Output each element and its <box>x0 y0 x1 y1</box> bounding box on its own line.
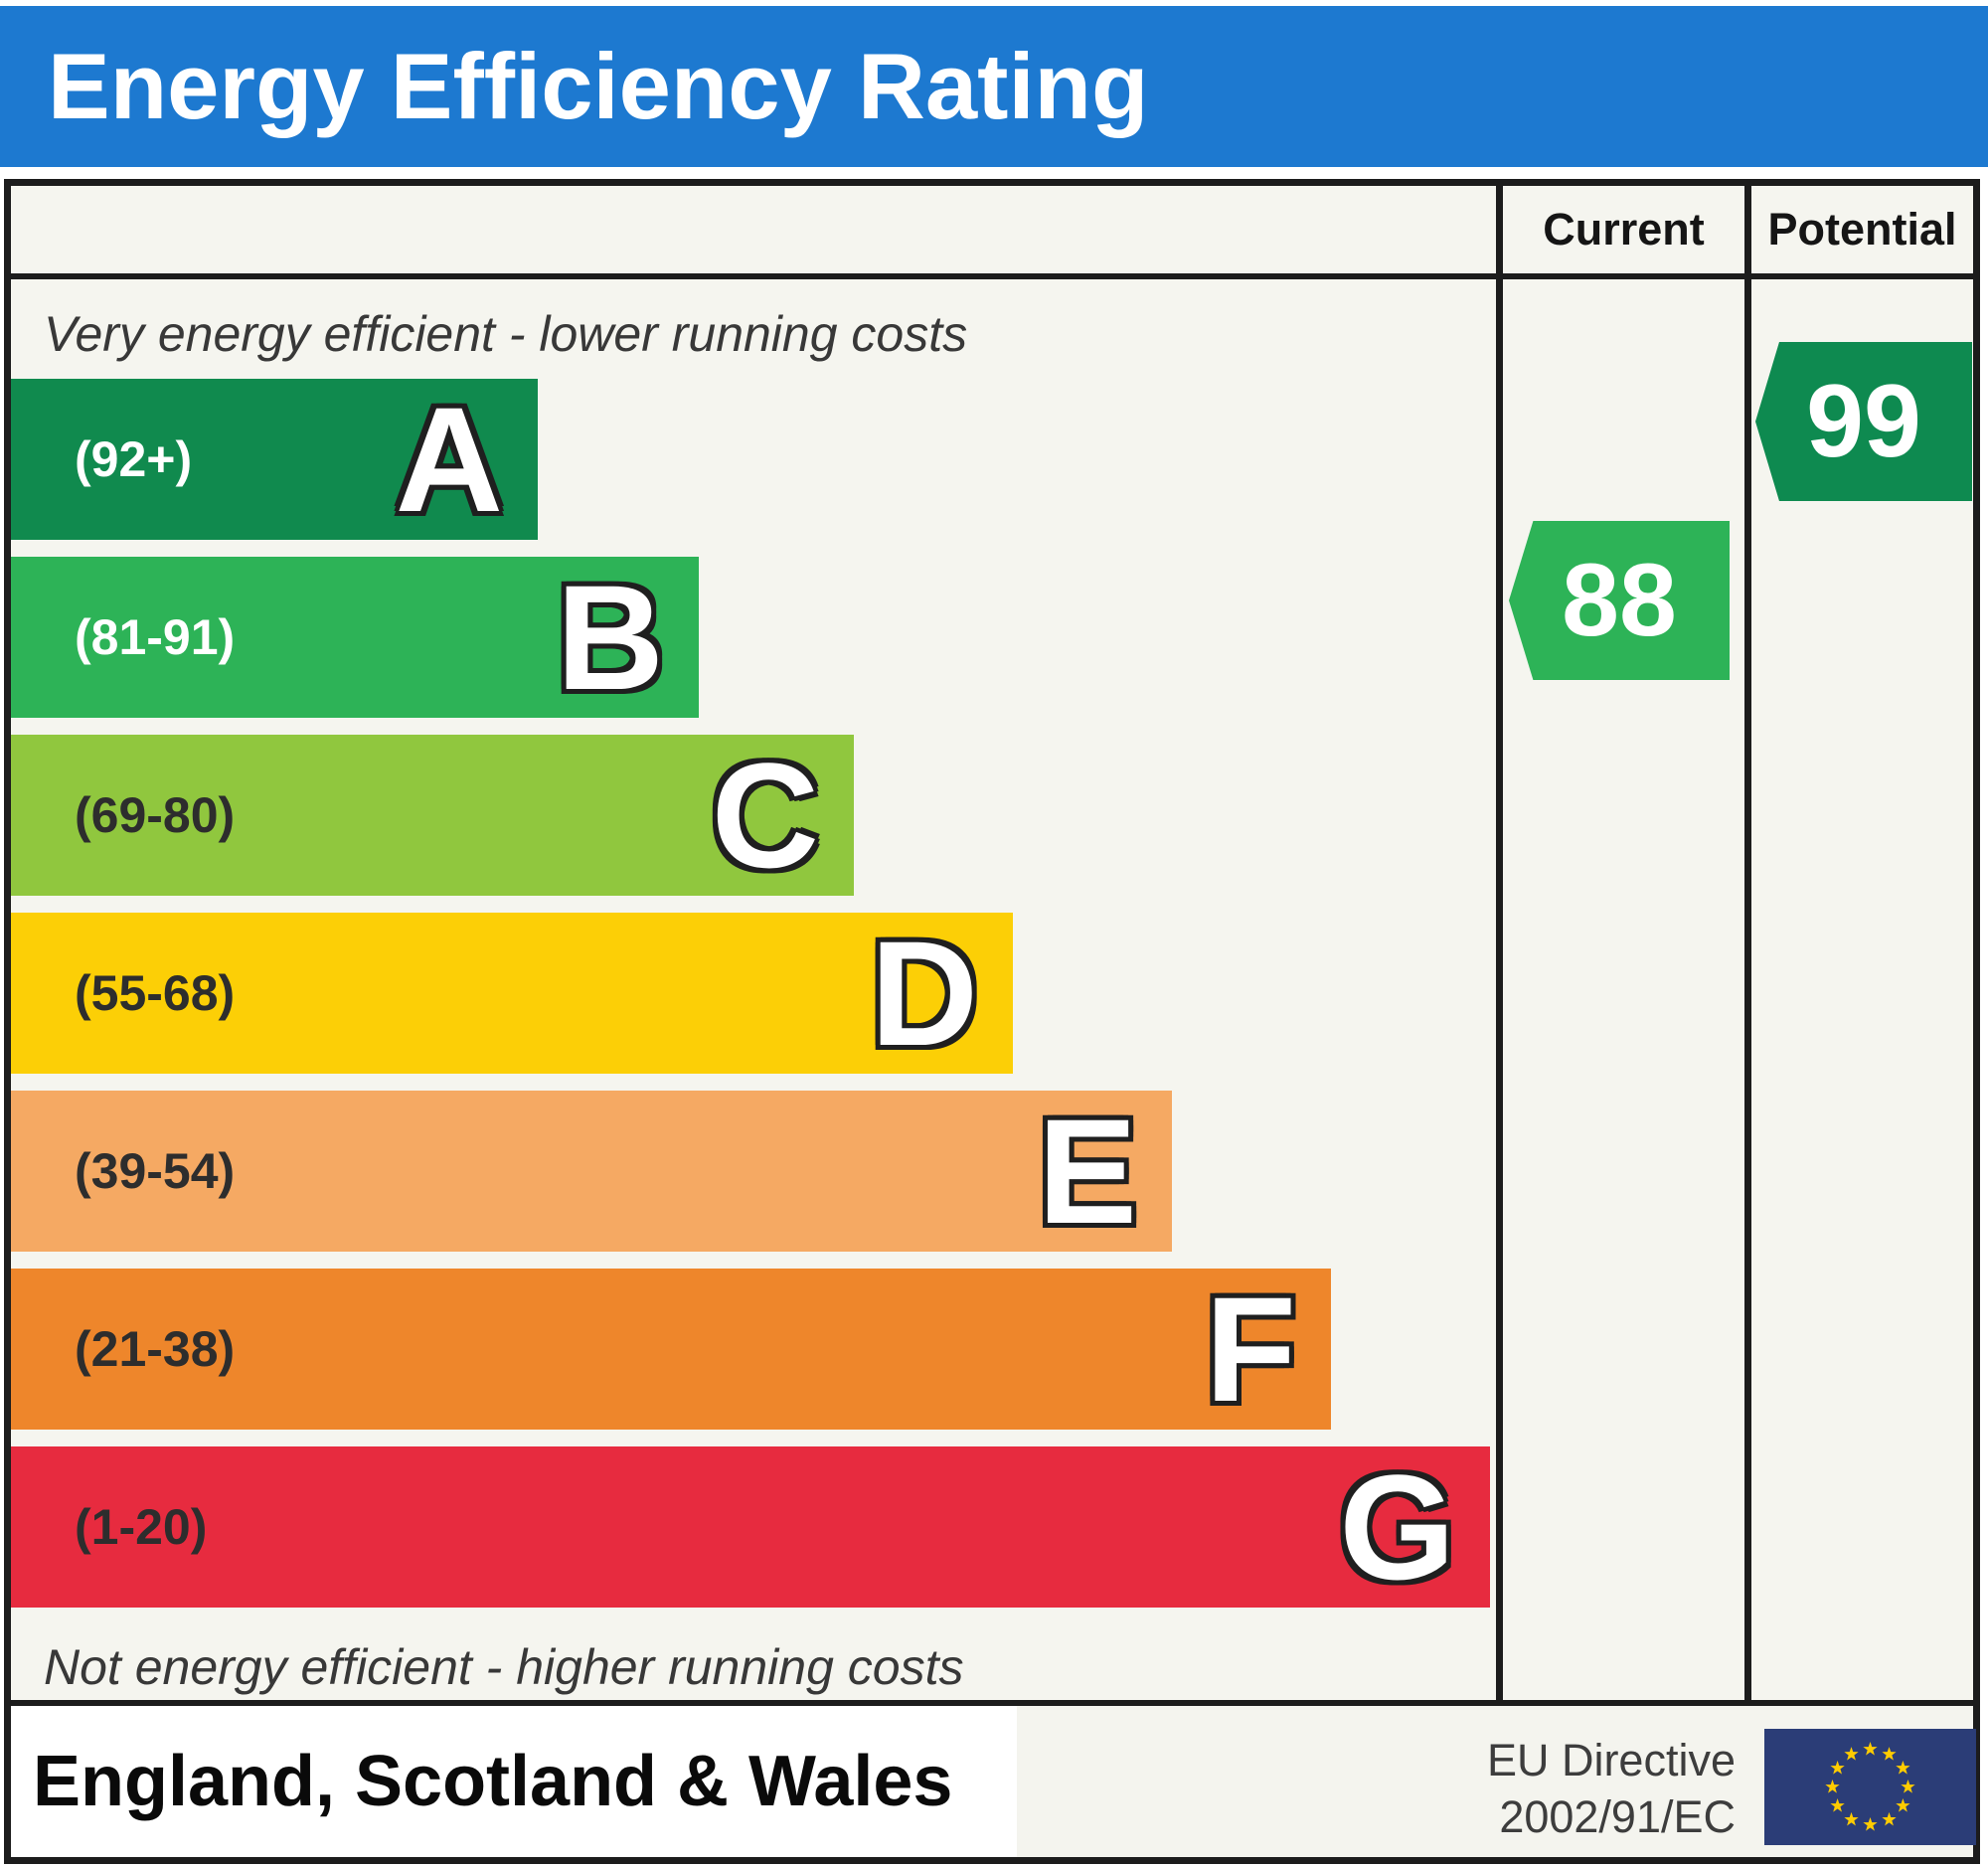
eu-directive-label: EU Directive 2002/91/EC <box>1487 1732 1736 1845</box>
band-d-letter: D <box>870 910 978 1077</box>
band-g-letter: G <box>1339 1443 1455 1611</box>
current-column-divider <box>1496 186 1503 1700</box>
band-a: (92+) A <box>11 379 538 540</box>
band-d: (55-68) D <box>11 913 1013 1074</box>
potential-column-divider <box>1744 186 1751 1700</box>
band-e-range: (39-54) <box>75 1143 236 1199</box>
eu-directive-line1: EU Directive <box>1486 1735 1736 1785</box>
band-a-letter: A <box>395 376 503 543</box>
band-g-range: (1-20) <box>75 1499 208 1555</box>
band-f: (21-38) F <box>11 1269 1331 1430</box>
current-column-header: Current <box>1543 204 1705 255</box>
eu-flag-icon <box>1764 1729 1976 1845</box>
bottom-caption: Not energy efficient - higher running co… <box>44 1639 964 1695</box>
footer-region-panel: England, Scotland & Wales <box>11 1706 1017 1857</box>
current-rating-value: 88 <box>1562 542 1677 658</box>
header-row-divider <box>11 273 1973 279</box>
footer-region-label: England, Scotland & Wales <box>33 1742 953 1821</box>
top-caption: Very energy efficient - lower running co… <box>44 306 968 362</box>
band-g: (1-20) G <box>11 1446 1490 1608</box>
header-bar: Energy Efficiency Rating <box>0 6 1988 167</box>
band-a-range: (92+) <box>75 431 193 487</box>
band-e: (39-54) E <box>11 1091 1172 1252</box>
band-e-letter: E <box>1037 1088 1137 1255</box>
page-title: Energy Efficiency Rating <box>48 34 1149 138</box>
band-c-range: (69-80) <box>75 787 236 843</box>
current-rating-arrow: 88 <box>1509 521 1730 680</box>
eu-directive-line2: 2002/91/EC <box>1499 1791 1736 1842</box>
footer-bar: England, Scotland & Wales EU Directive 2… <box>11 1700 1976 1857</box>
band-f-range: (21-38) <box>75 1321 236 1377</box>
band-b: (81-91) B <box>11 557 699 718</box>
band-b-letter: B <box>556 554 664 721</box>
band-c: (69-80) C <box>11 735 854 896</box>
band-f-letter: F <box>1205 1266 1296 1433</box>
potential-rating-value: 99 <box>1806 363 1921 479</box>
potential-column-header: Potential <box>1767 204 1957 255</box>
band-c-letter: C <box>711 732 819 899</box>
band-d-range: (55-68) <box>75 965 236 1021</box>
rating-table: Current Potential Very energy efficient … <box>4 179 1980 1864</box>
band-b-range: (81-91) <box>75 609 236 665</box>
potential-rating-arrow: 99 <box>1755 342 1972 501</box>
